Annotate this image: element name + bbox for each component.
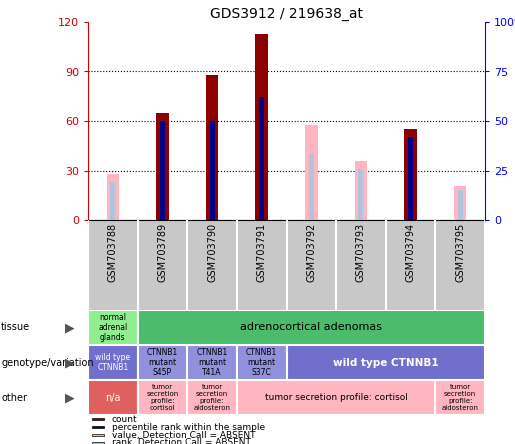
Bar: [286, 345, 485, 380]
Text: GSM703790: GSM703790: [207, 223, 217, 282]
Text: tissue: tissue: [1, 322, 30, 333]
Bar: [206, 75, 218, 220]
Bar: [309, 153, 314, 220]
Text: GSM703791: GSM703791: [256, 223, 267, 282]
Text: normal
adrenal
glands: normal adrenal glands: [98, 313, 127, 342]
Text: value, Detection Call = ABSENT: value, Detection Call = ABSENT: [112, 431, 255, 440]
Bar: [237, 345, 286, 380]
Bar: [92, 442, 104, 444]
Text: CTNNB1
mutant
T41A: CTNNB1 mutant T41A: [196, 348, 228, 377]
Bar: [355, 161, 367, 220]
Text: other: other: [1, 392, 27, 403]
Bar: [187, 345, 237, 380]
Bar: [138, 345, 187, 380]
Text: GSM703794: GSM703794: [406, 223, 416, 282]
Bar: [88, 310, 138, 345]
Bar: [107, 174, 119, 220]
Text: ▶: ▶: [65, 391, 74, 404]
Text: tumor
secretion
profile:
aldosteron: tumor secretion profile: aldosteron: [194, 384, 231, 411]
Text: GSM703792: GSM703792: [306, 223, 316, 282]
Bar: [92, 434, 104, 436]
Text: GSM703795: GSM703795: [455, 223, 465, 282]
Bar: [138, 310, 485, 345]
Bar: [88, 345, 138, 380]
Text: wild type CTNNB1: wild type CTNNB1: [333, 357, 439, 368]
Text: genotype/variation: genotype/variation: [1, 357, 94, 368]
Bar: [92, 426, 104, 428]
Bar: [110, 182, 115, 220]
Text: tumor
secretion
profile:
aldosteron: tumor secretion profile: aldosteron: [442, 384, 478, 411]
Bar: [259, 97, 264, 220]
Title: GDS3912 / 219638_at: GDS3912 / 219638_at: [210, 7, 363, 21]
Bar: [187, 380, 237, 415]
Text: n/a: n/a: [105, 392, 121, 403]
Text: GSM703793: GSM703793: [356, 223, 366, 282]
Text: CTNNB1
mutant
S37C: CTNNB1 mutant S37C: [246, 348, 277, 377]
Text: tumor
secretion
profile:
cortisol: tumor secretion profile: cortisol: [146, 384, 179, 411]
Bar: [156, 113, 168, 220]
Text: count: count: [112, 415, 138, 424]
Bar: [160, 121, 165, 220]
Bar: [454, 186, 467, 220]
Bar: [408, 137, 413, 220]
Bar: [435, 380, 485, 415]
Text: GSM703789: GSM703789: [158, 223, 167, 282]
Text: percentile rank within the sample: percentile rank within the sample: [112, 423, 265, 432]
Bar: [210, 121, 215, 220]
Text: tumor secretion profile: cortisol: tumor secretion profile: cortisol: [265, 393, 407, 402]
Text: adrenocortical adenomas: adrenocortical adenomas: [241, 322, 382, 333]
Bar: [138, 380, 187, 415]
Bar: [305, 125, 318, 220]
Bar: [358, 169, 364, 220]
Bar: [88, 380, 138, 415]
Text: GSM703788: GSM703788: [108, 223, 118, 282]
Text: wild type
CTNNB1: wild type CTNNB1: [95, 353, 130, 372]
Text: ▶: ▶: [65, 321, 74, 334]
Text: ▶: ▶: [65, 356, 74, 369]
Bar: [458, 190, 462, 220]
Bar: [92, 419, 104, 420]
Bar: [237, 380, 435, 415]
Text: CTNNB1
mutant
S45P: CTNNB1 mutant S45P: [147, 348, 178, 377]
Bar: [404, 129, 417, 220]
Text: rank, Detection Call = ABSENT: rank, Detection Call = ABSENT: [112, 438, 251, 444]
Bar: [255, 34, 268, 220]
